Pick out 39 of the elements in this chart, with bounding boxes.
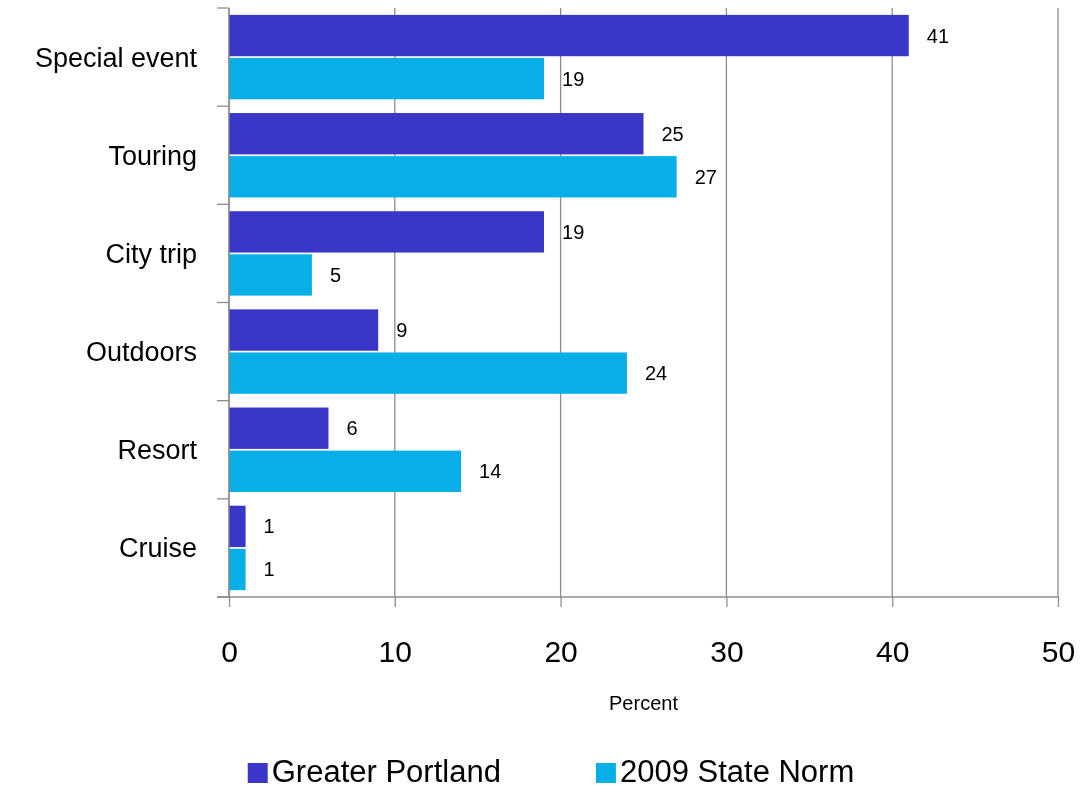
x-tick-label: 40 bbox=[876, 635, 910, 669]
data-label: 6 bbox=[346, 417, 358, 440]
x-tick-label: 30 bbox=[710, 635, 744, 669]
y-tick-label: Outdoors bbox=[85, 337, 197, 368]
bar bbox=[229, 113, 644, 155]
data-label: 9 bbox=[396, 319, 408, 342]
data-label: 41 bbox=[926, 24, 950, 47]
x-tick-label: 20 bbox=[544, 635, 578, 669]
x-tick-label: 0 bbox=[221, 635, 238, 669]
bar bbox=[229, 14, 909, 57]
bar bbox=[229, 156, 677, 198]
y-tick-label: Touring bbox=[108, 140, 197, 171]
data-label: 5 bbox=[329, 263, 342, 286]
y-tick-label: Resort bbox=[117, 435, 198, 466]
data-label: 14 bbox=[479, 460, 502, 483]
y-tick-label: Cruise bbox=[118, 533, 197, 564]
x-tick-label: 50 bbox=[1041, 635, 1076, 669]
bar bbox=[229, 352, 627, 394]
x-tick-label: 10 bbox=[378, 635, 412, 669]
y-tick-label: City trip bbox=[105, 238, 197, 269]
data-label: 1 bbox=[263, 515, 275, 538]
legend-label: Greater Portland bbox=[271, 754, 501, 788]
data-label: 1 bbox=[263, 558, 275, 581]
bar bbox=[229, 407, 329, 449]
bar bbox=[229, 211, 545, 253]
data-label: 27 bbox=[694, 165, 717, 188]
bar bbox=[229, 505, 246, 548]
data-label: 24 bbox=[644, 362, 668, 385]
y-tick-label: Special event bbox=[34, 42, 198, 73]
bar bbox=[229, 254, 312, 296]
data-label: 19 bbox=[562, 220, 585, 243]
data-label: 19 bbox=[562, 67, 585, 90]
data-label: 25 bbox=[661, 122, 684, 145]
bar bbox=[229, 309, 379, 351]
x-axis-title: Percent bbox=[609, 692, 679, 714]
bar bbox=[229, 548, 246, 591]
legend-label: 2009 State Norm bbox=[619, 754, 855, 788]
bar bbox=[229, 450, 462, 492]
bar bbox=[229, 57, 545, 100]
